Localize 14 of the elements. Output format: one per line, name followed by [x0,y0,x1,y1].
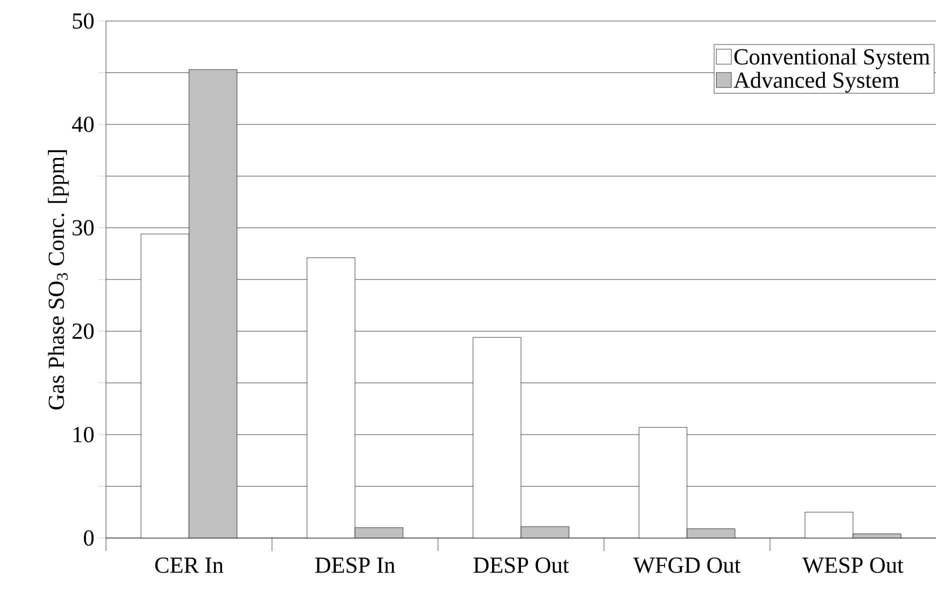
legend-label: Conventional System [734,48,930,70]
y-tick-label: 0 [84,530,94,546]
y-axis-title: Gas Phase SO$_{3}$ Conc. [ppm] [48,150,69,410]
y-tick-label: 30 [72,220,94,236]
x-tick-label: DESP Out [474,558,569,573]
x-tick-label: DESP In [315,558,396,573]
y-tick-label: 10 [74,426,94,442]
y-tick-label: 50 [72,13,94,29]
x-tick-label: WFGD Out [633,558,741,574]
y-tick-label: 40 [72,116,94,132]
y-tick-label: 20 [72,323,94,339]
x-tick-label: WESP Out [802,558,904,574]
legend-label: Advanced System [734,72,900,93]
x-tick-label: CER In [155,558,224,573]
